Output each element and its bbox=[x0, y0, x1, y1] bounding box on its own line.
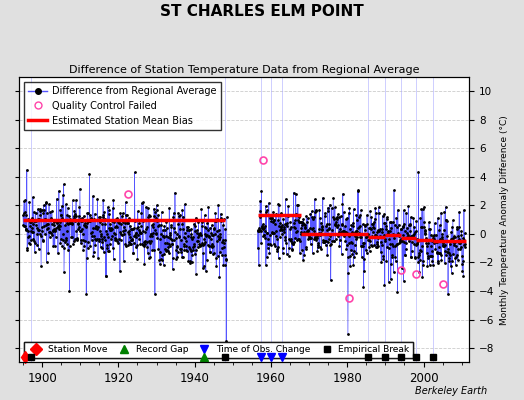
Legend: Station Move, Record Gap, Time of Obs. Change, Empirical Break: Station Move, Record Gap, Time of Obs. C… bbox=[24, 342, 413, 358]
Text: ST CHARLES ELM POINT: ST CHARLES ELM POINT bbox=[160, 4, 364, 19]
Text: Berkeley Earth: Berkeley Earth bbox=[415, 386, 487, 396]
Title: Difference of Station Temperature Data from Regional Average: Difference of Station Temperature Data f… bbox=[69, 65, 420, 75]
Y-axis label: Monthly Temperature Anomaly Difference (°C): Monthly Temperature Anomaly Difference (… bbox=[500, 115, 509, 324]
